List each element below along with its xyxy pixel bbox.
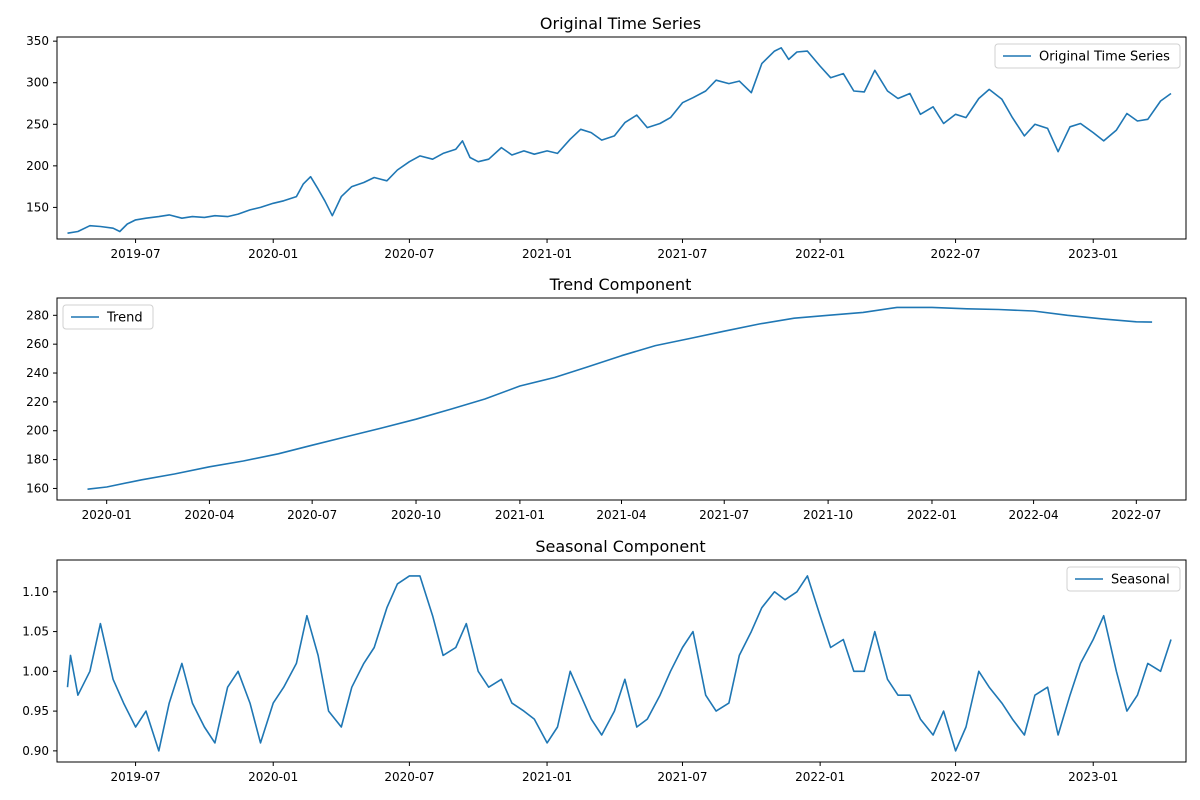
axes-frame xyxy=(56,36,1187,240)
series-line xyxy=(67,46,1172,234)
x-tick-label: 2021-01 xyxy=(495,508,545,522)
original-time-series-panel: Original Time Series 2019-07 2020-01 2020-… xyxy=(26,14,1187,261)
panel-title: Seasonal Component xyxy=(535,537,705,556)
y-tick-label: 240 xyxy=(26,366,49,380)
panel-title: Original Time Series xyxy=(540,14,701,33)
legend-label: Seasonal xyxy=(1111,573,1170,588)
x-tick-label: 2023-01 xyxy=(1068,770,1118,784)
x-tick-label: 2020-01 xyxy=(82,508,132,522)
axes-frame xyxy=(56,559,1187,763)
x-tick-label: 2020-10 xyxy=(391,508,441,522)
x-tick-label: 2021-04 xyxy=(596,508,646,522)
x-tick-label: 2022-01 xyxy=(795,247,845,261)
legend: Original Time Series xyxy=(994,43,1181,69)
legend-label: Trend xyxy=(106,311,143,326)
x-tick-label: 2022-07 xyxy=(930,247,980,261)
x-tick-label: 2021-07 xyxy=(699,508,749,522)
legend-frame xyxy=(1066,566,1181,592)
y-tick-label: 160 xyxy=(26,481,49,495)
x-tick-label: 2020-07 xyxy=(384,770,434,784)
series-line xyxy=(87,306,1153,490)
x-tick-label: 2021-07 xyxy=(657,770,707,784)
x-tick-label: 2021-01 xyxy=(522,770,572,784)
x-tick-label: 2020-01 xyxy=(248,247,298,261)
y-tick-label: 0.90 xyxy=(22,744,49,758)
legend-frame xyxy=(994,43,1181,69)
x-tick-label: 2022-01 xyxy=(795,770,845,784)
y-tick-label: 260 xyxy=(26,337,49,351)
y-tick-label: 250 xyxy=(26,117,49,131)
x-tick-label: 2022-01 xyxy=(907,508,957,522)
y-tick-label: 300 xyxy=(26,76,49,90)
x-tick-label: 2020-07 xyxy=(287,508,337,522)
y-tick-label: 0.95 xyxy=(22,704,49,718)
seasonal-component-panel: Seasonal Component 2019-07 2020-01 2020-07… xyxy=(22,537,1187,784)
y-tick-label: 1.00 xyxy=(22,664,49,678)
y-tick-label: 150 xyxy=(26,200,49,214)
x-tick-label: 2023-01 xyxy=(1068,247,1118,261)
x-tick-label: 2021-07 xyxy=(657,247,707,261)
series-line xyxy=(66,575,1172,752)
y-tick-label: 1.10 xyxy=(22,585,49,599)
legend-label: Original Time Series xyxy=(1039,50,1170,65)
legend: Seasonal xyxy=(1066,566,1181,592)
y-tick-label: 180 xyxy=(26,453,49,467)
trend-component-panel: Trend Component 2020-01 2020-04 2020-07 202… xyxy=(26,275,1187,522)
x-tick-label: 2021-10 xyxy=(803,508,853,522)
y-tick-label: 280 xyxy=(26,308,49,322)
panel-title: Trend Component xyxy=(549,275,692,294)
x-tick-label: 2019-07 xyxy=(110,247,160,261)
x-tick-label: 2019-07 xyxy=(110,770,160,784)
x-tick-label: 2020-07 xyxy=(384,247,434,261)
x-tick-label: 2022-07 xyxy=(930,770,980,784)
y-tick-label: 1.05 xyxy=(22,625,49,639)
legend: Trend xyxy=(62,304,154,330)
legend-frame xyxy=(62,304,154,330)
x-tick-label: 2020-01 xyxy=(248,770,298,784)
x-tick-label: 2020-04 xyxy=(184,508,234,522)
y-tick-label: 220 xyxy=(26,395,49,409)
x-tick-label: 2022-07 xyxy=(1111,508,1161,522)
x-tick-label: 2021-01 xyxy=(522,247,572,261)
x-tick-label: 2022-04 xyxy=(1009,508,1059,522)
y-tick-label: 200 xyxy=(26,159,49,173)
y-tick-label: 200 xyxy=(26,424,49,438)
y-tick-label: 350 xyxy=(26,34,49,48)
